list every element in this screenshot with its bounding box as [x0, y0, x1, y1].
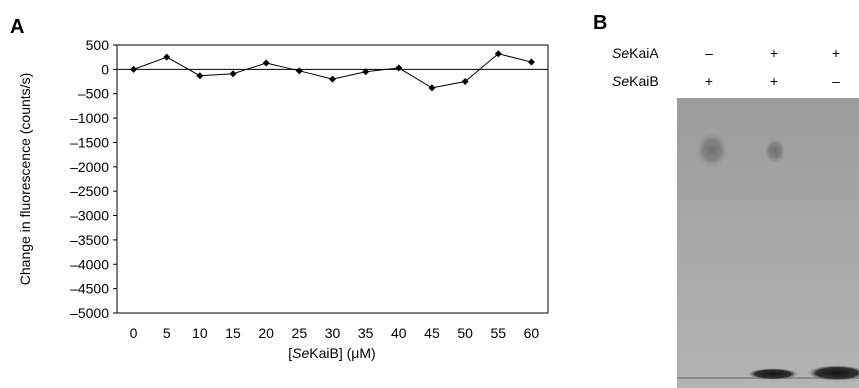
x-tick-label: 45: [424, 325, 440, 341]
data-point: [329, 75, 336, 83]
sign-kaia-lane1: –: [705, 45, 713, 61]
y-tick-label: –1000: [70, 110, 109, 126]
data-point: [461, 78, 469, 86]
panel-b-label: B: [593, 12, 608, 34]
x-axis-label: [SeKaiB] (μM): [288, 345, 375, 361]
data-point: [130, 65, 138, 73]
plot-frame: [116, 44, 549, 314]
x-tick-label: 50: [457, 325, 473, 341]
y-tick-label: –3500: [70, 232, 109, 248]
sign-kaib-lane1: +: [704, 73, 714, 89]
x-tick-label: 60: [524, 325, 540, 341]
y-tick-label: –500: [78, 86, 109, 102]
band-lane2: [747, 368, 799, 380]
band-lane3: [807, 365, 859, 381]
complex-spot-lane2: [764, 138, 786, 164]
data-point: [494, 50, 502, 58]
row-label-sekaib: SeKaiB: [612, 73, 659, 89]
panel-a-label: A: [10, 16, 25, 38]
data-point: [229, 70, 237, 78]
y-tick-label: 500: [86, 37, 110, 53]
series-line: [133, 53, 532, 89]
x-tick-label: 20: [258, 325, 274, 341]
sign-kaib-lane3: –: [832, 73, 840, 89]
y-tick-label: –3000: [70, 208, 109, 224]
gel-image: [677, 98, 859, 388]
x-tick-label: 10: [192, 325, 208, 341]
sign-kaia-lane2: +: [769, 45, 779, 61]
data-point: [362, 68, 370, 76]
x-tick-label: 0: [130, 325, 138, 341]
data-point: [527, 58, 535, 66]
y-tick-label: 0: [101, 61, 109, 77]
complex-spot-lane1: [696, 132, 728, 168]
y-tick-label: –2000: [70, 159, 109, 175]
sign-kaib-lane2: +: [769, 73, 779, 89]
y-tick-label: –4500: [70, 281, 109, 297]
x-tick-label: 15: [225, 325, 241, 341]
x-tick-label: 25: [292, 325, 308, 341]
data-point: [163, 53, 171, 61]
y-tick-label: –5000: [70, 305, 109, 321]
fluorescence-chart: 5000–500–1000–1500–2000–2500–3000–3500–4…: [17, 37, 549, 361]
data-point: [262, 59, 270, 67]
data-point: [428, 84, 436, 92]
x-tick-label: 55: [490, 325, 506, 341]
x-tick-label: 40: [391, 325, 407, 341]
x-tick-label: 5: [163, 325, 171, 341]
row-label-sekaia: SeKaiA: [612, 45, 659, 61]
x-tick-label: 30: [325, 325, 341, 341]
sign-kaia-lane3: +: [831, 45, 841, 61]
data-point: [395, 64, 403, 72]
data-point: [196, 72, 204, 80]
data-point: [295, 67, 303, 75]
y-tick-label: –2500: [70, 183, 109, 199]
y-tick-label: –4000: [70, 256, 109, 272]
y-tick-label: –1500: [70, 134, 109, 150]
y-axis-label: Change in fluorescence (counts/s): [17, 73, 33, 285]
x-tick-label: 35: [358, 325, 374, 341]
